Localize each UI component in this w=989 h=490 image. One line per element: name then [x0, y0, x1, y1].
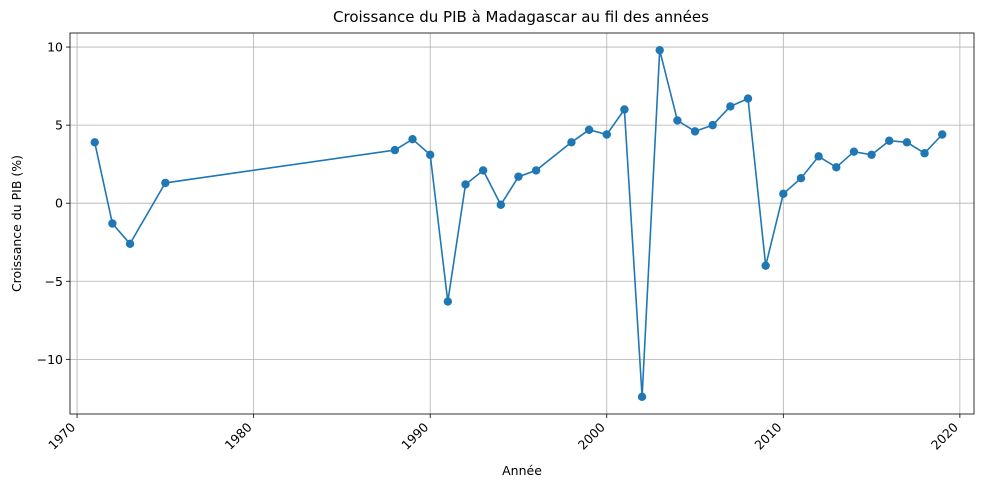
- data-point: [514, 172, 523, 181]
- x-tick-label: 2020: [928, 419, 961, 452]
- data-point: [496, 200, 506, 209]
- data-point: [90, 138, 99, 147]
- y-tick-label: 5: [55, 118, 63, 133]
- data-point: [620, 105, 629, 114]
- x-axis-label: Année: [502, 463, 542, 478]
- data-point: [832, 163, 841, 172]
- data-point: [920, 149, 929, 158]
- data-point: [108, 219, 117, 228]
- data-point: [885, 136, 894, 145]
- data-point: [584, 125, 594, 135]
- data-point: [779, 189, 788, 199]
- y-tick-label: −10: [37, 352, 63, 367]
- data-point: [726, 102, 735, 111]
- data-point: [125, 239, 135, 248]
- data-point: [478, 166, 488, 175]
- data-point: [867, 150, 876, 159]
- y-tick-label: −5: [45, 274, 63, 289]
- plot-frame: [69, 32, 975, 415]
- data-point: [637, 392, 647, 402]
- data-point: [690, 127, 700, 136]
- data-point: [655, 45, 664, 55]
- data-point: [938, 130, 947, 139]
- x-tick-label: 2000: [575, 419, 608, 452]
- y-axis: −10 −5 0 5 10: [37, 40, 70, 367]
- data-point: [567, 138, 576, 147]
- data-point: [161, 178, 170, 188]
- series-layer: [90, 45, 947, 402]
- y-tick-label: 0: [55, 196, 63, 211]
- x-axis: 1970 1980 1990 2000 2010 2020: [45, 414, 961, 453]
- data-point: [673, 116, 682, 125]
- data-point: [425, 150, 435, 159]
- data-point: [743, 94, 753, 103]
- data-point: [708, 120, 717, 130]
- data-point: [461, 180, 470, 189]
- data-point: [443, 297, 453, 306]
- data-point: [602, 130, 611, 139]
- y-axis-label: Croissance du PIB (%): [9, 155, 24, 292]
- data-point: [814, 152, 823, 161]
- chart-title: Croissance du PIB à Madagascar au fil de…: [333, 8, 709, 26]
- data-point: [902, 138, 912, 147]
- data-point: [390, 145, 400, 155]
- series-line: [93, 50, 943, 397]
- x-tick-label: 1990: [398, 419, 431, 452]
- grid-lines: [70, 33, 974, 414]
- x-tick-label: 1970: [45, 419, 78, 452]
- data-point: [796, 174, 806, 183]
- data-point: [531, 166, 541, 175]
- y-tick-label: 10: [47, 40, 63, 55]
- x-tick-label: 2010: [751, 419, 784, 452]
- data-point: [408, 134, 417, 144]
- x-tick-label: 1980: [222, 419, 255, 452]
- data-point: [849, 147, 859, 156]
- data-point: [761, 261, 770, 270]
